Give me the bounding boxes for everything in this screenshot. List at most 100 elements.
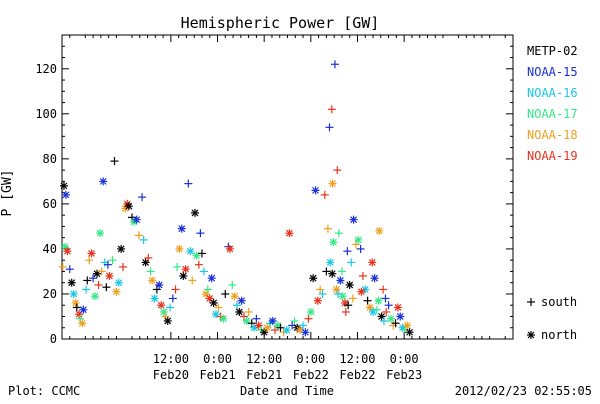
y-tick-label: 60 bbox=[43, 197, 57, 211]
data-point bbox=[309, 274, 318, 283]
data-point bbox=[72, 303, 81, 312]
data-point bbox=[190, 208, 199, 217]
data-point bbox=[403, 321, 412, 330]
data-point bbox=[184, 179, 193, 188]
data-point bbox=[155, 280, 164, 289]
data-point bbox=[209, 298, 218, 307]
data-point bbox=[313, 296, 322, 305]
data-point bbox=[254, 321, 263, 330]
data-point bbox=[65, 265, 74, 274]
x-tick-time-label: 12:00 bbox=[246, 352, 282, 366]
data-point bbox=[157, 301, 166, 310]
data-point bbox=[61, 190, 70, 199]
footer-left: Plot: CCMC bbox=[8, 384, 80, 398]
y-axis-label: P [GW] bbox=[0, 170, 15, 217]
data-point bbox=[124, 202, 133, 211]
x-tick-time-label: 0:00 bbox=[296, 352, 325, 366]
data-point bbox=[237, 296, 246, 305]
data-point bbox=[188, 276, 197, 285]
legend-item: NOAA-15 bbox=[527, 65, 578, 79]
data-point bbox=[349, 215, 358, 224]
data-point bbox=[196, 229, 205, 238]
data-point bbox=[391, 319, 400, 328]
data-point bbox=[393, 303, 402, 312]
data-point bbox=[327, 105, 336, 114]
data-point bbox=[78, 319, 87, 328]
data-point bbox=[186, 247, 195, 256]
data-point bbox=[325, 123, 334, 132]
data-point bbox=[260, 328, 269, 337]
data-point bbox=[329, 238, 338, 247]
data-point bbox=[114, 278, 123, 287]
data-point bbox=[384, 301, 393, 310]
data-point bbox=[117, 244, 126, 253]
data-point bbox=[59, 181, 68, 190]
x-tick-time-label: 0:00 bbox=[390, 352, 419, 366]
data-point bbox=[337, 267, 346, 276]
data-point bbox=[230, 292, 239, 301]
data-point bbox=[306, 307, 315, 316]
data-point bbox=[96, 229, 105, 238]
x-tick-date-label: Feb21 bbox=[246, 368, 282, 382]
x-tick-date-label: Feb22 bbox=[293, 368, 329, 382]
data-point bbox=[301, 328, 310, 337]
data-point bbox=[316, 285, 325, 294]
data-point bbox=[138, 193, 147, 202]
data-point bbox=[228, 280, 237, 289]
legend-item: NOAA-18 bbox=[527, 128, 578, 142]
y-tick-label: 80 bbox=[43, 152, 57, 166]
data-point bbox=[235, 307, 244, 316]
data-point bbox=[134, 231, 143, 240]
data-point bbox=[271, 325, 280, 334]
data-point bbox=[108, 256, 117, 265]
marker-legend: south north bbox=[527, 295, 577, 342]
data-point bbox=[177, 224, 186, 233]
y-axis: 0 20 40 60 80 100 120 bbox=[35, 34, 513, 346]
data-point bbox=[405, 328, 414, 337]
data-point bbox=[381, 294, 390, 303]
y-tick-label: 0 bbox=[50, 332, 57, 346]
data-point bbox=[357, 287, 366, 296]
data-point bbox=[311, 186, 320, 195]
data-point bbox=[374, 296, 383, 305]
data-point bbox=[282, 325, 291, 334]
data-point bbox=[63, 247, 72, 256]
data-point bbox=[252, 314, 261, 323]
data-point bbox=[99, 177, 108, 186]
data-point bbox=[181, 265, 190, 274]
data-point bbox=[370, 274, 379, 283]
data-point bbox=[320, 190, 329, 199]
data-point bbox=[179, 271, 188, 280]
data-point bbox=[79, 305, 88, 314]
data-point bbox=[199, 267, 208, 276]
data-point bbox=[146, 267, 155, 276]
data-point bbox=[192, 251, 201, 260]
data-point bbox=[166, 303, 175, 312]
data-point bbox=[141, 258, 150, 267]
data-point bbox=[332, 285, 341, 294]
data-point bbox=[168, 294, 177, 303]
data-point bbox=[102, 283, 111, 292]
data-point bbox=[159, 307, 168, 316]
data-point bbox=[299, 321, 308, 330]
data-point bbox=[194, 260, 203, 269]
y-tick-label: 100 bbox=[35, 107, 57, 121]
data-point bbox=[334, 289, 343, 298]
data-point bbox=[343, 247, 352, 256]
data-point bbox=[97, 267, 106, 276]
x-tick-date-label: Feb21 bbox=[199, 368, 235, 382]
data-point bbox=[214, 303, 223, 312]
data-point bbox=[358, 271, 367, 280]
data-point bbox=[144, 253, 153, 262]
data-point bbox=[347, 258, 356, 267]
data-point bbox=[333, 166, 342, 175]
data-point bbox=[221, 289, 230, 298]
data-point bbox=[344, 301, 353, 310]
marker-legend-label: south bbox=[541, 295, 577, 309]
data-point bbox=[334, 229, 343, 238]
legend-item: NOAA-19 bbox=[527, 149, 578, 163]
data-point bbox=[207, 274, 216, 283]
data-point bbox=[290, 316, 299, 325]
